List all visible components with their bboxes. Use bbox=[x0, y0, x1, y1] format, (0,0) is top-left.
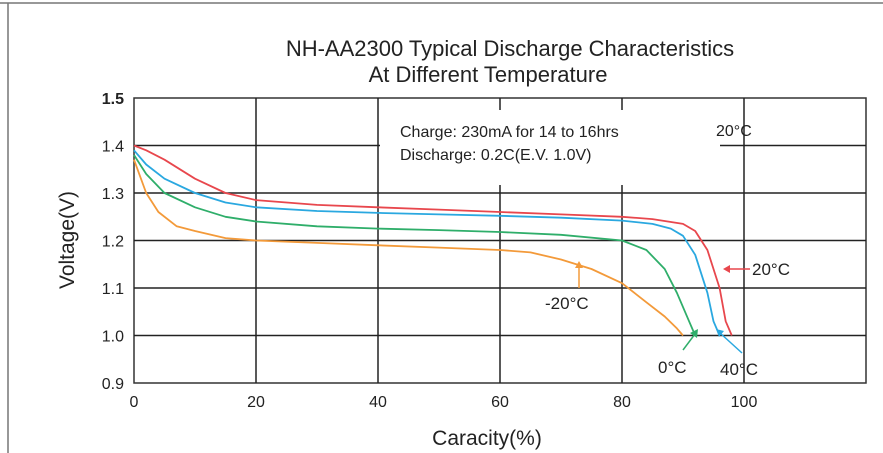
discharge-annotation: Discharge: 0.2C(E.V. 1.0V) bbox=[400, 147, 592, 164]
series-line-2 bbox=[133, 154, 697, 336]
charge-annotation: Charge: 230mA for 14 to 16hrs bbox=[400, 124, 619, 141]
y-tick-label: 1.5 bbox=[102, 91, 124, 108]
series-label-20c: 20°C bbox=[752, 260, 790, 279]
annotation-box bbox=[380, 110, 720, 185]
y-tick-label: 0.9 bbox=[102, 376, 124, 393]
x-axis-label: Caracity(%) bbox=[432, 427, 542, 450]
label-arrow-0c bbox=[682, 333, 696, 351]
y-tick-label: 1.3 bbox=[102, 186, 124, 203]
y-tick-label: 1.4 bbox=[102, 139, 124, 156]
x-tick-label: 60 bbox=[491, 394, 509, 411]
label-arrowhead-0c bbox=[690, 329, 698, 338]
series-labels: 20°C -20°C 0°C 40°C bbox=[545, 260, 790, 379]
label-arrowhead-20c bbox=[723, 265, 730, 273]
charge-temp-annotation: 20°C bbox=[716, 123, 752, 140]
x-tick-label: 80 bbox=[613, 394, 631, 411]
chart-subtitle: At Different Temperature bbox=[369, 62, 608, 87]
tick-labels: 0.9 1.0 1.1 1.2 1.3 1.4 1.5 0 20 40 60 80 100 bbox=[102, 91, 758, 411]
label-arrowhead-neg20c bbox=[575, 261, 583, 268]
label-arrowhead-40c bbox=[716, 329, 724, 337]
series-lines bbox=[133, 144, 733, 337]
y-axis-label: Voltage(V) bbox=[56, 191, 79, 289]
series-line-3 bbox=[133, 159, 684, 337]
chart-title: NH-AA2300 Typical Discharge Characterist… bbox=[286, 36, 734, 61]
x-tick-label: 40 bbox=[369, 394, 387, 411]
x-tick-label: 20 bbox=[247, 394, 265, 411]
y-tick-label: 1.0 bbox=[102, 329, 124, 346]
series-line-1 bbox=[133, 149, 721, 336]
series-line-0 bbox=[133, 144, 733, 336]
x-tick-label: 100 bbox=[731, 394, 758, 411]
series-label-0c: 0°C bbox=[658, 358, 687, 377]
series-label-40c: 40°C bbox=[720, 360, 758, 379]
y-tick-label: 1.2 bbox=[102, 234, 124, 251]
series-label-neg20c: -20°C bbox=[545, 294, 589, 313]
x-tick-label: 0 bbox=[130, 394, 139, 411]
y-tick-label: 1.1 bbox=[102, 281, 124, 298]
label-arrow-40c bbox=[719, 332, 743, 354]
